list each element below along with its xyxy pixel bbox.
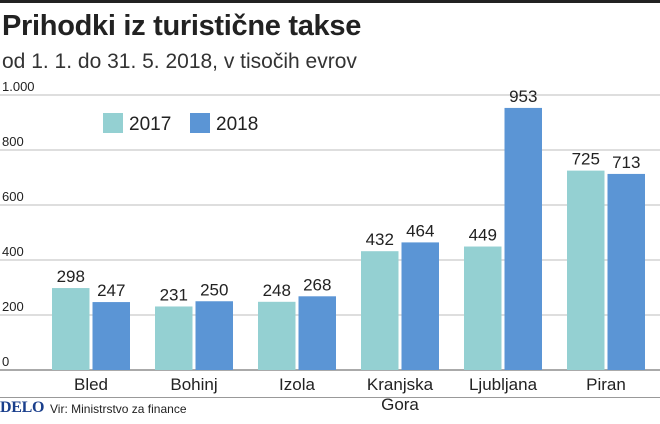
legend-label-2017: 2017 — [129, 114, 171, 135]
x-tick-label: Izola — [279, 375, 315, 394]
chart-subtitle: od 1. 1. do 31. 5. 2018, v tisočih evrov — [2, 50, 357, 73]
x-tick-label: Piran — [586, 375, 626, 394]
data-label-2017: 231 — [160, 285, 188, 304]
y-tick-label: 200 — [2, 299, 24, 314]
y-tick-label: 600 — [2, 189, 24, 204]
data-label-2017: 449 — [469, 226, 497, 245]
bar-2018-0 — [92, 302, 130, 370]
y-tick-label: 1.000 — [2, 79, 35, 94]
bar-2018-1 — [195, 301, 233, 370]
x-tick-label: Ljubljana — [469, 375, 538, 394]
x-tick-label: Bled — [74, 375, 108, 394]
data-label-2017: 248 — [263, 281, 291, 300]
data-label-2018: 464 — [406, 221, 434, 240]
x-tick-label: Kranjska Gora — [367, 375, 434, 414]
bar-2018-3 — [401, 242, 439, 370]
bar-2017-1 — [155, 306, 193, 370]
data-label-2018: 713 — [612, 153, 640, 172]
data-label-2018: 247 — [97, 281, 125, 300]
bar-2018-4 — [504, 107, 542, 371]
data-label-2017: 725 — [572, 150, 600, 169]
label-layer: 298 247 Bled 231 250 Bohinj 248 268 Izola 432 464 K… — [57, 87, 641, 414]
bar-2017-2 — [258, 301, 296, 370]
x-tick-label: Bohinj — [170, 375, 217, 394]
y-tick-label: 400 — [2, 244, 24, 259]
legend-label-2018: 2018 — [216, 114, 258, 135]
bar-2017-4 — [464, 246, 502, 370]
bar-2017-3 — [361, 251, 399, 370]
footer-rule — [0, 397, 660, 398]
bar-2017-0 — [52, 288, 90, 370]
data-label-2018: 250 — [200, 280, 228, 299]
chart-title: Prihodki iz turistične takse — [2, 10, 362, 42]
bar-layer — [52, 107, 645, 371]
top-rule — [0, 0, 660, 3]
legend-swatch-2017 — [103, 113, 123, 133]
source-note: Vir: Ministrstvo za finance — [50, 402, 187, 416]
y-tick-label: 800 — [2, 134, 24, 149]
data-label-2017: 432 — [366, 230, 394, 249]
bar-2017-5 — [567, 170, 605, 370]
legend-swatch-2018 — [190, 113, 210, 133]
legend: 2017 2018 — [103, 113, 258, 135]
data-label-2017: 298 — [57, 267, 85, 286]
bar-2018-2 — [298, 296, 336, 370]
y-tick-label: 0 — [2, 354, 9, 369]
bar-2018-5 — [607, 173, 645, 370]
data-label-2018: 953 — [509, 87, 537, 106]
data-label-2018: 268 — [303, 275, 331, 294]
delo-logo: DELO — [0, 399, 45, 416]
